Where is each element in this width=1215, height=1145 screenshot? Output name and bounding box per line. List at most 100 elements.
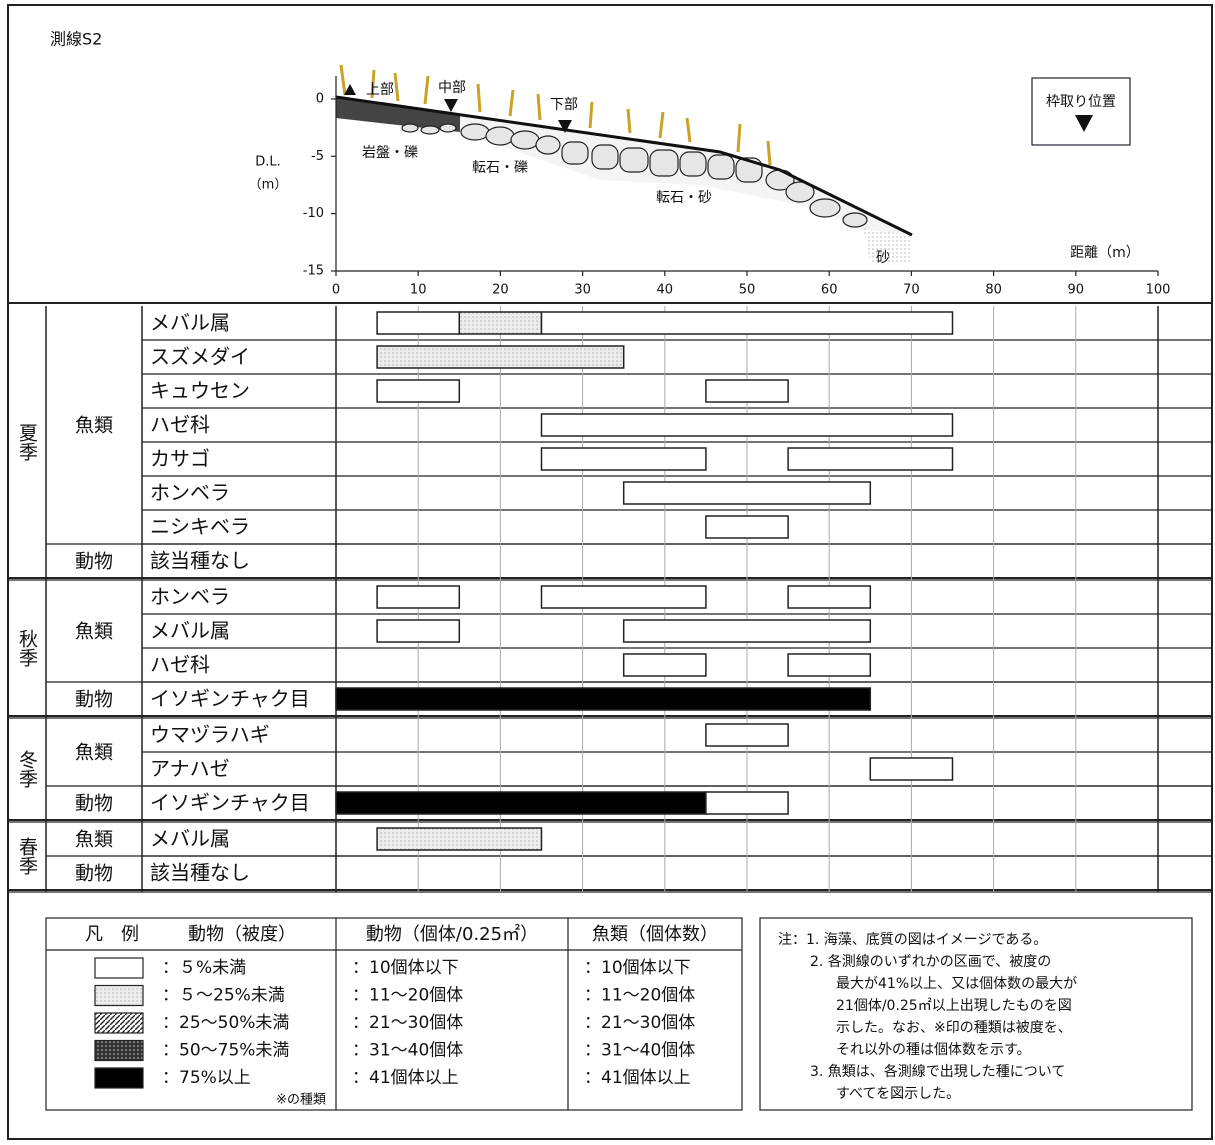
legend-swatch [94, 1039, 144, 1062]
range-bar [705, 791, 789, 815]
legend-header: 動物（個体/0.25㎡） [366, 923, 538, 945]
legend-item: ：５%未満 [162, 958, 246, 978]
table-body: メバル属スズメダイキュウセンハゼ科カサゴホンベラニシキベラ魚類該当種なし動物夏季… [16, 311, 954, 885]
note-line: 2. 各測線のいずれかの区画で、被度の [810, 954, 1051, 970]
species-label: メバル属 [150, 311, 230, 335]
range-bar [787, 447, 954, 471]
y-tick-label: -5 [311, 149, 324, 164]
note-line: それ以外の種は個体数を示す。 [836, 1042, 1031, 1058]
x-tick-label: 10 [410, 283, 427, 298]
species-label: ハゼ科 [150, 653, 210, 677]
legend-item: ：31～40個体 [584, 1041, 695, 1061]
range-bar [540, 447, 707, 471]
season-label: 秋季 [16, 629, 38, 667]
range-bar [705, 723, 789, 747]
season-label: 夏季 [16, 423, 38, 461]
range-bar [376, 379, 461, 403]
y-axis-label: D.L. [255, 155, 281, 170]
legend-footnote: ※の種類 [276, 1092, 326, 1108]
legend-item: ：10個体以下 [584, 958, 691, 978]
legend-title: 凡 例 [85, 924, 139, 945]
legend-swatch [94, 1067, 144, 1089]
legend-box [45, 917, 743, 1111]
note-line: すべてを図示した。 [836, 1086, 960, 1102]
species-label: メバル属 [150, 619, 230, 643]
legend-item: ：10個体以下 [352, 958, 459, 978]
species-label: メバル属 [150, 827, 230, 851]
species-label: 該当種なし [150, 549, 250, 573]
notes-box [759, 917, 1193, 1111]
species-label: ホンベラ [150, 481, 230, 505]
group-label: 魚類 [75, 742, 113, 764]
range-bar [458, 311, 543, 335]
range-bar [622, 481, 872, 505]
x-tick-label: 0 [332, 283, 340, 298]
note-line: 示した。なお、※印の種類は被度を、 [836, 1020, 1072, 1036]
legend-item: ：41個体以上 [584, 1068, 691, 1088]
note-line: 注：1. 海藻、底質の図はイメージである。 [778, 932, 1047, 948]
season-label: 春季 [16, 837, 38, 875]
group-label: 動物 [75, 551, 113, 573]
y-tick-label: 0 [316, 91, 324, 106]
legend-item: ：75%以上 [162, 1068, 251, 1088]
species-label: カサゴ [150, 447, 210, 471]
substrate-label: 岩盤・礫 [362, 145, 418, 161]
range-bar [335, 687, 872, 711]
legend-swatch [94, 1012, 144, 1034]
species-label: アナハゼ [150, 757, 230, 781]
species-label: ウマヅラハギ [150, 723, 270, 747]
group-label: 魚類 [75, 829, 113, 851]
x-tick-label: 60 [821, 283, 838, 298]
legend-swatch [94, 957, 144, 979]
range-bar [869, 757, 954, 781]
range-bar [622, 619, 872, 643]
legend-item: ：21～30個体 [584, 1013, 695, 1033]
legend-item: ：25～50%未満 [162, 1013, 289, 1033]
legend-item: ：41個体以上 [352, 1068, 459, 1088]
marker-label: 下部 [550, 97, 578, 113]
range-bar [376, 827, 543, 851]
note-line: 3. 魚類は、各測線で出現した種について [810, 1064, 1065, 1080]
substrate-label: 砂 [876, 250, 890, 266]
range-bar [540, 311, 954, 335]
species-label: イソギンチャク目 [150, 791, 310, 815]
legend-header: 魚類（個体数） [592, 924, 718, 945]
range-bar [376, 311, 461, 335]
legend-item: ：50～75%未満 [162, 1041, 289, 1061]
range-bar [376, 585, 461, 609]
legend-header: 動物（被度） [188, 924, 296, 945]
x-tick-label: 80 [985, 283, 1002, 298]
note-line: 21個体/0.25㎡以上出現したものを図 [836, 998, 1072, 1014]
x-tick-label: 30 [574, 283, 591, 298]
species-label: イソギンチャク目 [150, 687, 310, 711]
group-label: 動物 [75, 793, 113, 815]
season-label: 冬季 [16, 750, 38, 788]
range-bar [787, 653, 872, 677]
range-bar [376, 619, 461, 643]
range-bar [705, 379, 789, 403]
marker-legend-label: 枠取り位置 [1046, 94, 1116, 110]
species-label: 該当種なし [150, 861, 250, 885]
range-bar [705, 515, 789, 539]
group-label: 動物 [75, 863, 113, 885]
marker-label: 上部 [366, 82, 394, 98]
substrate-label: 転石・砂 [656, 190, 712, 206]
species-label: スズメダイ [150, 345, 250, 369]
x-tick-label: 50 [739, 283, 756, 298]
group-label: 魚類 [75, 415, 113, 437]
legend-swatch [94, 984, 144, 1007]
range-bar [335, 791, 707, 815]
group-label: 魚類 [75, 621, 113, 643]
range-bar [622, 653, 707, 677]
legend-item: ：21～30個体 [352, 1013, 463, 1033]
x-tick-label: 20 [492, 283, 509, 298]
legend-item: ：11～20個体 [584, 986, 695, 1006]
species-label: キュウセン [150, 379, 250, 403]
legend-item: ：11～20個体 [352, 986, 463, 1006]
range-bar [787, 585, 872, 609]
marker-label: 中部 [438, 80, 466, 96]
range-bar [540, 413, 954, 437]
substrate-label: 転石・礫 [472, 160, 528, 176]
y-tick-label: -10 [303, 206, 324, 221]
